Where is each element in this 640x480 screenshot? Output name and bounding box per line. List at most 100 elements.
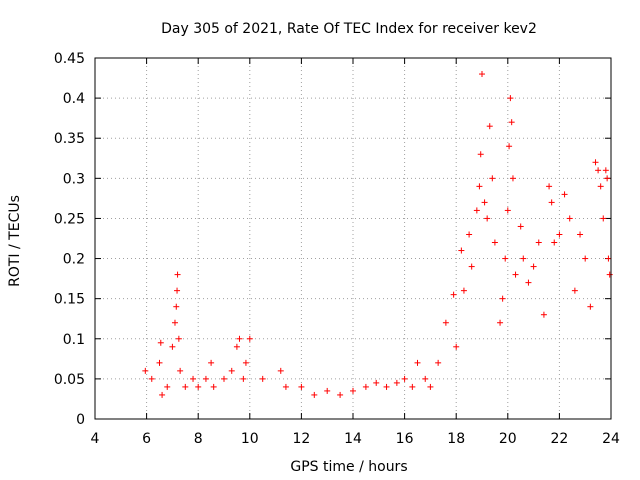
y-tick-labels: 0 0.05 0.1 0.15 0.2 0.25 0.3 0.35 0.4 0.45 <box>54 51 85 428</box>
data-point <box>484 215 491 222</box>
data-point <box>414 359 421 366</box>
data-points <box>142 71 613 398</box>
data-point <box>362 383 369 390</box>
data-point <box>602 167 609 174</box>
data-point <box>561 191 568 198</box>
data-point <box>479 71 485 78</box>
y-tick-label: 0.3 <box>63 171 85 187</box>
y-tick-label: 0.45 <box>54 51 85 67</box>
data-point <box>324 387 331 394</box>
data-point <box>435 359 442 366</box>
data-point <box>177 367 184 374</box>
data-point <box>174 271 181 278</box>
data-point <box>298 383 305 390</box>
data-point <box>473 207 480 214</box>
data-point <box>171 319 178 326</box>
data-point <box>174 287 181 294</box>
x-tick-label: 16 <box>396 431 414 447</box>
data-point <box>509 175 516 182</box>
data-point <box>497 319 504 326</box>
data-point <box>600 215 607 222</box>
data-point <box>311 391 318 398</box>
chart-title: Day 305 of 2021, Rate Of TEC Index for r… <box>161 21 537 37</box>
data-point <box>195 383 202 390</box>
data-point <box>466 231 473 238</box>
data-point <box>208 359 215 366</box>
x-axis-label: GPS time / hours <box>290 459 407 475</box>
data-point <box>460 287 467 294</box>
x-tick-label: 22 <box>550 431 568 447</box>
data-point <box>148 375 155 382</box>
data-point <box>142 367 149 374</box>
data-point <box>546 183 553 190</box>
x-tick-label: 6 <box>142 431 151 447</box>
data-point <box>499 295 506 302</box>
data-point <box>477 151 484 158</box>
data-point <box>530 263 537 270</box>
data-point <box>450 291 457 298</box>
data-point <box>587 303 594 310</box>
data-point <box>577 231 584 238</box>
data-point <box>606 271 613 278</box>
data-point <box>592 159 599 166</box>
y-tick-label: 0.15 <box>54 292 85 308</box>
data-point <box>512 271 519 278</box>
data-point <box>401 375 408 382</box>
data-point <box>337 391 344 398</box>
data-point <box>383 383 390 390</box>
y-axis-label: ROTI / TECUs <box>7 195 23 287</box>
data-point <box>508 119 515 126</box>
data-point <box>409 383 416 390</box>
data-point <box>373 379 380 386</box>
x-tick-label: 24 <box>602 431 620 447</box>
y-tick-label: 0.2 <box>63 252 85 268</box>
y-tick-label: 0.35 <box>54 131 85 147</box>
y-tick-label: 0.05 <box>54 372 85 388</box>
data-point <box>535 239 542 246</box>
data-point <box>604 175 611 182</box>
x-tick-label: 14 <box>344 431 362 447</box>
data-point <box>582 255 589 262</box>
data-point <box>551 239 558 246</box>
data-point <box>548 199 555 206</box>
x-tick-label: 20 <box>499 431 517 447</box>
x-tick-label: 10 <box>241 431 259 447</box>
x-tick-label: 4 <box>91 431 100 447</box>
data-point <box>442 319 449 326</box>
data-point <box>157 339 164 346</box>
data-point <box>233 343 240 350</box>
data-point <box>282 383 289 390</box>
data-point <box>556 231 563 238</box>
data-point <box>236 335 243 342</box>
data-point <box>173 303 180 310</box>
y-tick-label: 0.4 <box>63 91 85 107</box>
data-point <box>597 183 604 190</box>
data-point <box>182 383 189 390</box>
data-point <box>468 263 475 270</box>
data-point <box>566 215 573 222</box>
data-point <box>190 375 197 382</box>
data-point <box>491 239 498 246</box>
data-point <box>489 175 496 182</box>
data-point <box>506 143 513 150</box>
data-point <box>350 387 356 394</box>
data-point <box>481 199 488 206</box>
data-point <box>453 343 460 350</box>
data-point <box>502 255 509 262</box>
data-point <box>242 359 249 366</box>
data-point <box>259 375 266 382</box>
y-tick-label: 0.25 <box>54 211 85 227</box>
plot-frame <box>94 57 612 420</box>
data-point <box>517 223 524 230</box>
data-point <box>422 375 429 382</box>
x-tick-label: 12 <box>292 431 310 447</box>
data-point <box>156 359 163 366</box>
data-point <box>540 311 547 318</box>
data-point <box>393 379 400 386</box>
data-point <box>246 335 253 342</box>
data-point <box>605 255 612 262</box>
y-tick-label: 0.1 <box>63 332 85 348</box>
y-tick-label: 0 <box>76 412 85 428</box>
data-point <box>486 123 493 130</box>
